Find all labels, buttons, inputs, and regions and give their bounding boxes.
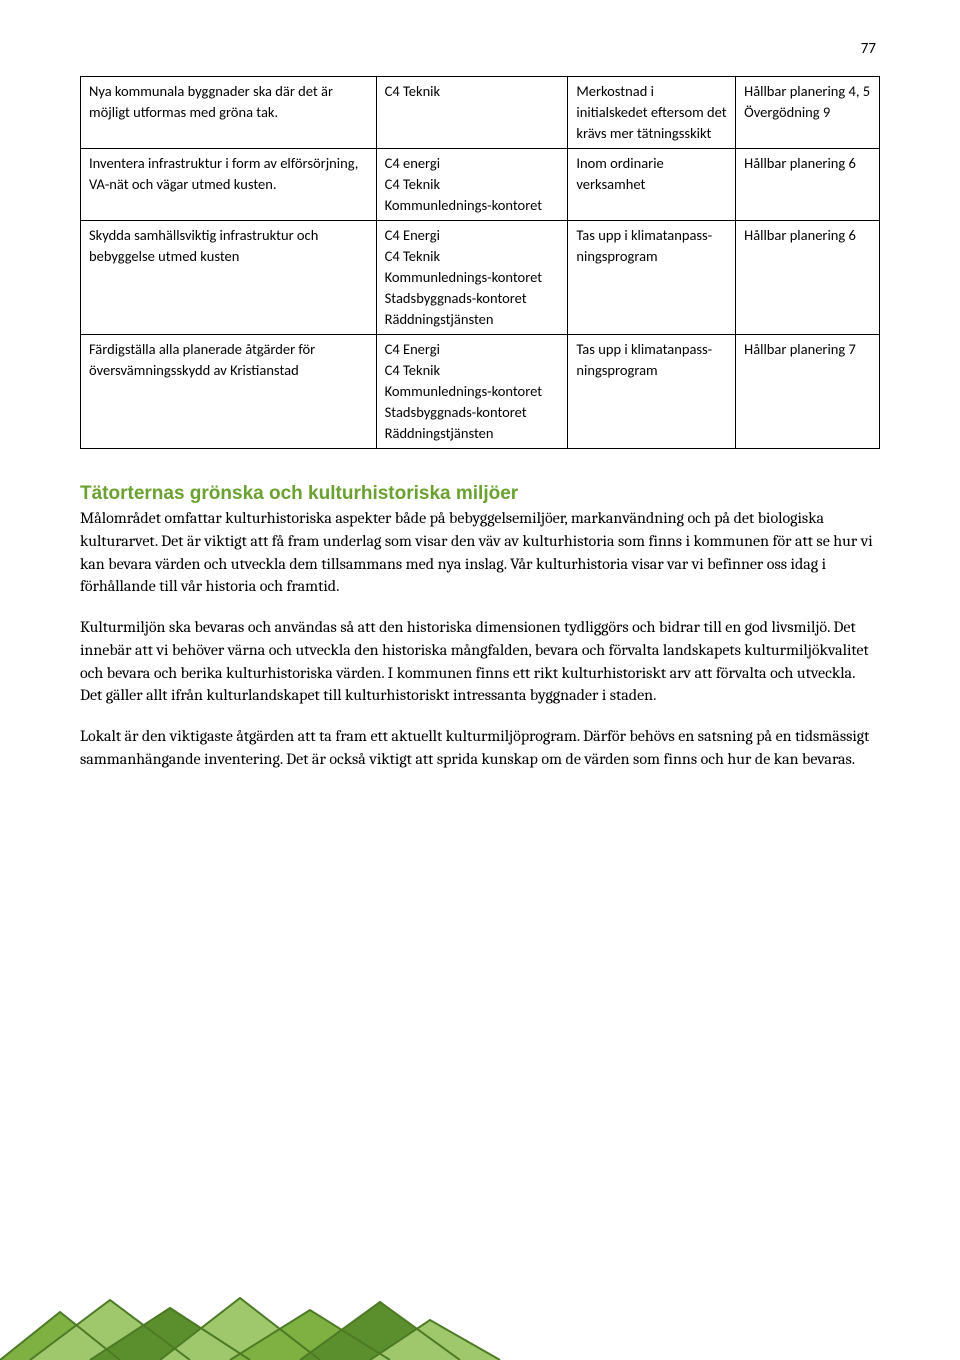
table-row: Inventera infrastruktur i form av elförs… [81,149,880,221]
cell-action: Skydda samhällsviktig infrastruktur och … [81,221,377,335]
paragraph: Målområdet omfattar kulturhistoriska asp… [80,507,880,598]
cell-goal: Hållbar planering 7 [736,335,880,449]
table-row: Skydda samhällsviktig infrastruktur och … [81,221,880,335]
cell-goal: Hållbar planering 6 [736,221,880,335]
page-number: 77 [80,40,880,58]
cell-cost: Tas upp i klimatanpass-ningsprogram [568,221,736,335]
cell-action: Färdigställa alla planerade åtgärder för… [81,335,377,449]
cell-responsible: C4 energiC4 TeknikKommunlednings-kontore… [376,149,568,221]
paragraph: Lokalt är den viktigaste åtgärden att ta… [80,725,880,770]
cell-cost: Inom ordinarie verksamhet [568,149,736,221]
cell-goal: Hållbar planering 6 [736,149,880,221]
cell-cost: Merkostnad i initialskedet eftersom det … [568,77,736,149]
actions-table: Nya kommunala byggnader ska där det är m… [80,76,880,449]
cell-responsible: C4 Teknik [376,77,568,149]
cell-responsible: C4 EnergiC4 TeknikKommunlednings-kontore… [376,335,568,449]
cell-action: Nya kommunala byggnader ska där det är m… [81,77,377,149]
cell-action: Inventera infrastruktur i form av elförs… [81,149,377,221]
footer-decoration [0,1290,960,1360]
paragraph: Kulturmiljön ska bevaras och användas så… [80,616,880,707]
cell-goal: Hållbar planering 4, 5 Övergödning 9 [736,77,880,149]
section-heading: Tätorternas grönska och kulturhistoriska… [80,483,880,505]
table-row: Färdigställa alla planerade åtgärder för… [81,335,880,449]
table-row: Nya kommunala byggnader ska där det är m… [81,77,880,149]
cell-cost: Tas upp i klimatanpass-ningsprogram [568,335,736,449]
cell-responsible: C4 EnergiC4 TeknikKommunlednings-kontore… [376,221,568,335]
